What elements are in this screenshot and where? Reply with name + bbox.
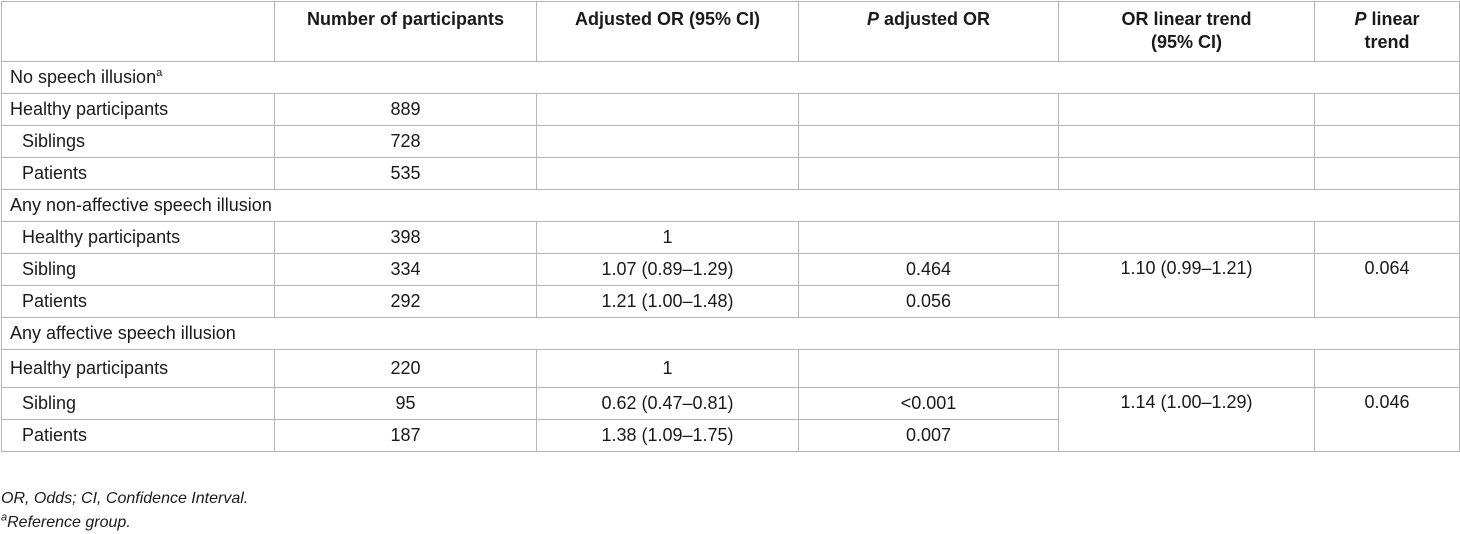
cell-p-adjusted-or: 0.007 (798, 419, 1059, 452)
header-p-adjusted-or: P adjusted OR (798, 1, 1059, 62)
header-p-adjusted-or-p: P (866, 9, 879, 29)
cell-p-adjusted-or (798, 221, 1059, 254)
header-or-linear-trend: OR linear trend (95% CI) (1058, 1, 1315, 62)
header-group (1, 1, 275, 62)
table-row: Patients 535 (1, 157, 1460, 190)
header-p-adjusted-or-rest: adjusted OR (879, 9, 991, 29)
cell-number: 889 (274, 93, 537, 126)
header-row: Number of participants Adjusted OR (95% … (1, 1, 1460, 62)
table-row: Patients 292 1.21 (1.00–1.48) 0.056 (1, 285, 1460, 318)
table-row: Healthy participants 889 (1, 93, 1460, 126)
row-label: Sibling (1, 387, 275, 420)
table-row: Healthy participants 220 1 (1, 349, 1460, 388)
cell-adjusted-or: 0.62 (0.47–0.81) (536, 387, 799, 420)
cell-p-linear-trend (1314, 93, 1460, 126)
header-p-linear-trend: P linear trend (1314, 1, 1460, 62)
section-row-non-affective: Any non-affective speech illusion (1, 189, 1460, 222)
cell-or-linear-trend (1058, 125, 1315, 158)
footnote-abbreviations: OR, Odds; CI, Confidence Interval. (1, 490, 249, 507)
cell-number: 535 (274, 157, 537, 190)
cell-or-linear-trend (1058, 93, 1315, 126)
reference-superscript: a (156, 67, 163, 79)
table-row: Sibling 95 0.62 (0.47–0.81) <0.001 1.14 … (1, 387, 1460, 452)
header-p-linear-trend-rest: linear (1366, 9, 1420, 29)
footnote-reference-text: Reference group. (7, 514, 131, 531)
cell-or-linear-trend (1058, 349, 1315, 388)
table-row: Siblings 728 (1, 125, 1460, 158)
cell-adjusted-or: 1.07 (0.89–1.29) (536, 253, 799, 286)
row-label: Healthy participants (1, 349, 275, 388)
results-table: Number of participants Adjusted OR (95% … (1, 1, 1460, 452)
section-title: No speech illusiona (1, 61, 1460, 94)
row-label: Sibling (1, 253, 275, 286)
cell-adjusted-or: 1.21 (1.00–1.48) (536, 285, 799, 318)
row-label: Patients (1, 419, 275, 452)
cell-p-adjusted-or: 0.056 (798, 285, 1059, 318)
cell-or-linear-trend: 1.10 (0.99–1.21) (1058, 253, 1315, 318)
section-row-affective: Any affective speech illusion (1, 317, 1460, 350)
section-row-no-speech-illusion: No speech illusiona (1, 61, 1460, 94)
cell-p-linear-trend: 0.046 (1314, 387, 1460, 452)
table-row: Sibling 334 1.07 (0.89–1.29) 0.464 1.10 … (1, 253, 1460, 318)
cell-adjusted-or (536, 157, 799, 190)
cell-p-adjusted-or: <0.001 (798, 387, 1059, 420)
cell-number: 334 (274, 253, 537, 286)
row-label: Siblings (1, 125, 275, 158)
row-label: Healthy participants (1, 221, 275, 254)
row-label: Healthy participants (1, 93, 275, 126)
cell-adjusted-or: 1 (536, 221, 799, 254)
cell-p-linear-trend: 0.064 (1314, 253, 1460, 318)
cell-number: 220 (274, 349, 537, 388)
cell-p-linear-trend (1314, 221, 1460, 254)
footnote-reference-superscript: a (1, 511, 8, 524)
section-title: Any affective speech illusion (1, 317, 1460, 350)
row-label: Patients (1, 285, 275, 318)
header-p-linear-trend-p: P (1354, 9, 1367, 29)
cell-p-linear-trend (1314, 349, 1460, 388)
section-title-text: No speech illusion (10, 67, 157, 87)
cell-or-linear-trend (1058, 221, 1315, 254)
cell-p-adjusted-or (798, 93, 1059, 126)
cell-adjusted-or: 1.38 (1.09–1.75) (536, 419, 799, 452)
footnote-reference: aReference group. (1, 511, 131, 532)
section-title: Any non-affective speech illusion (1, 189, 1460, 222)
cell-number: 728 (274, 125, 537, 158)
cell-number: 398 (274, 221, 537, 254)
cell-number: 187 (274, 419, 537, 452)
cell-p-adjusted-or: 0.464 (798, 253, 1059, 286)
cell-p-adjusted-or (798, 125, 1059, 158)
table-row: Patients 187 1.38 (1.09–1.75) 0.007 (1, 419, 1460, 452)
header-p-linear-trend-line2: trend (1364, 32, 1410, 52)
table-row: Healthy participants 398 1 (1, 221, 1460, 254)
cell-number: 95 (274, 387, 537, 420)
header-number-of-participants: Number of participants (274, 1, 537, 62)
cell-adjusted-or (536, 125, 799, 158)
cell-or-linear-trend: 1.14 (1.00–1.29) (1058, 387, 1315, 452)
row-label: Patients (1, 157, 275, 190)
cell-p-linear-trend (1314, 157, 1460, 190)
header-adjusted-or: Adjusted OR (95% CI) (536, 1, 799, 62)
cell-adjusted-or: 1 (536, 349, 799, 388)
cell-number: 292 (274, 285, 537, 318)
cell-or-linear-trend (1058, 157, 1315, 190)
cell-p-linear-trend (1314, 125, 1460, 158)
cell-p-adjusted-or (798, 349, 1059, 388)
cell-p-adjusted-or (798, 157, 1059, 190)
header-or-linear-trend-line1: OR linear trend (1121, 9, 1252, 29)
header-or-linear-trend-line2: (95% CI) (1150, 32, 1222, 52)
cell-adjusted-or (536, 93, 799, 126)
